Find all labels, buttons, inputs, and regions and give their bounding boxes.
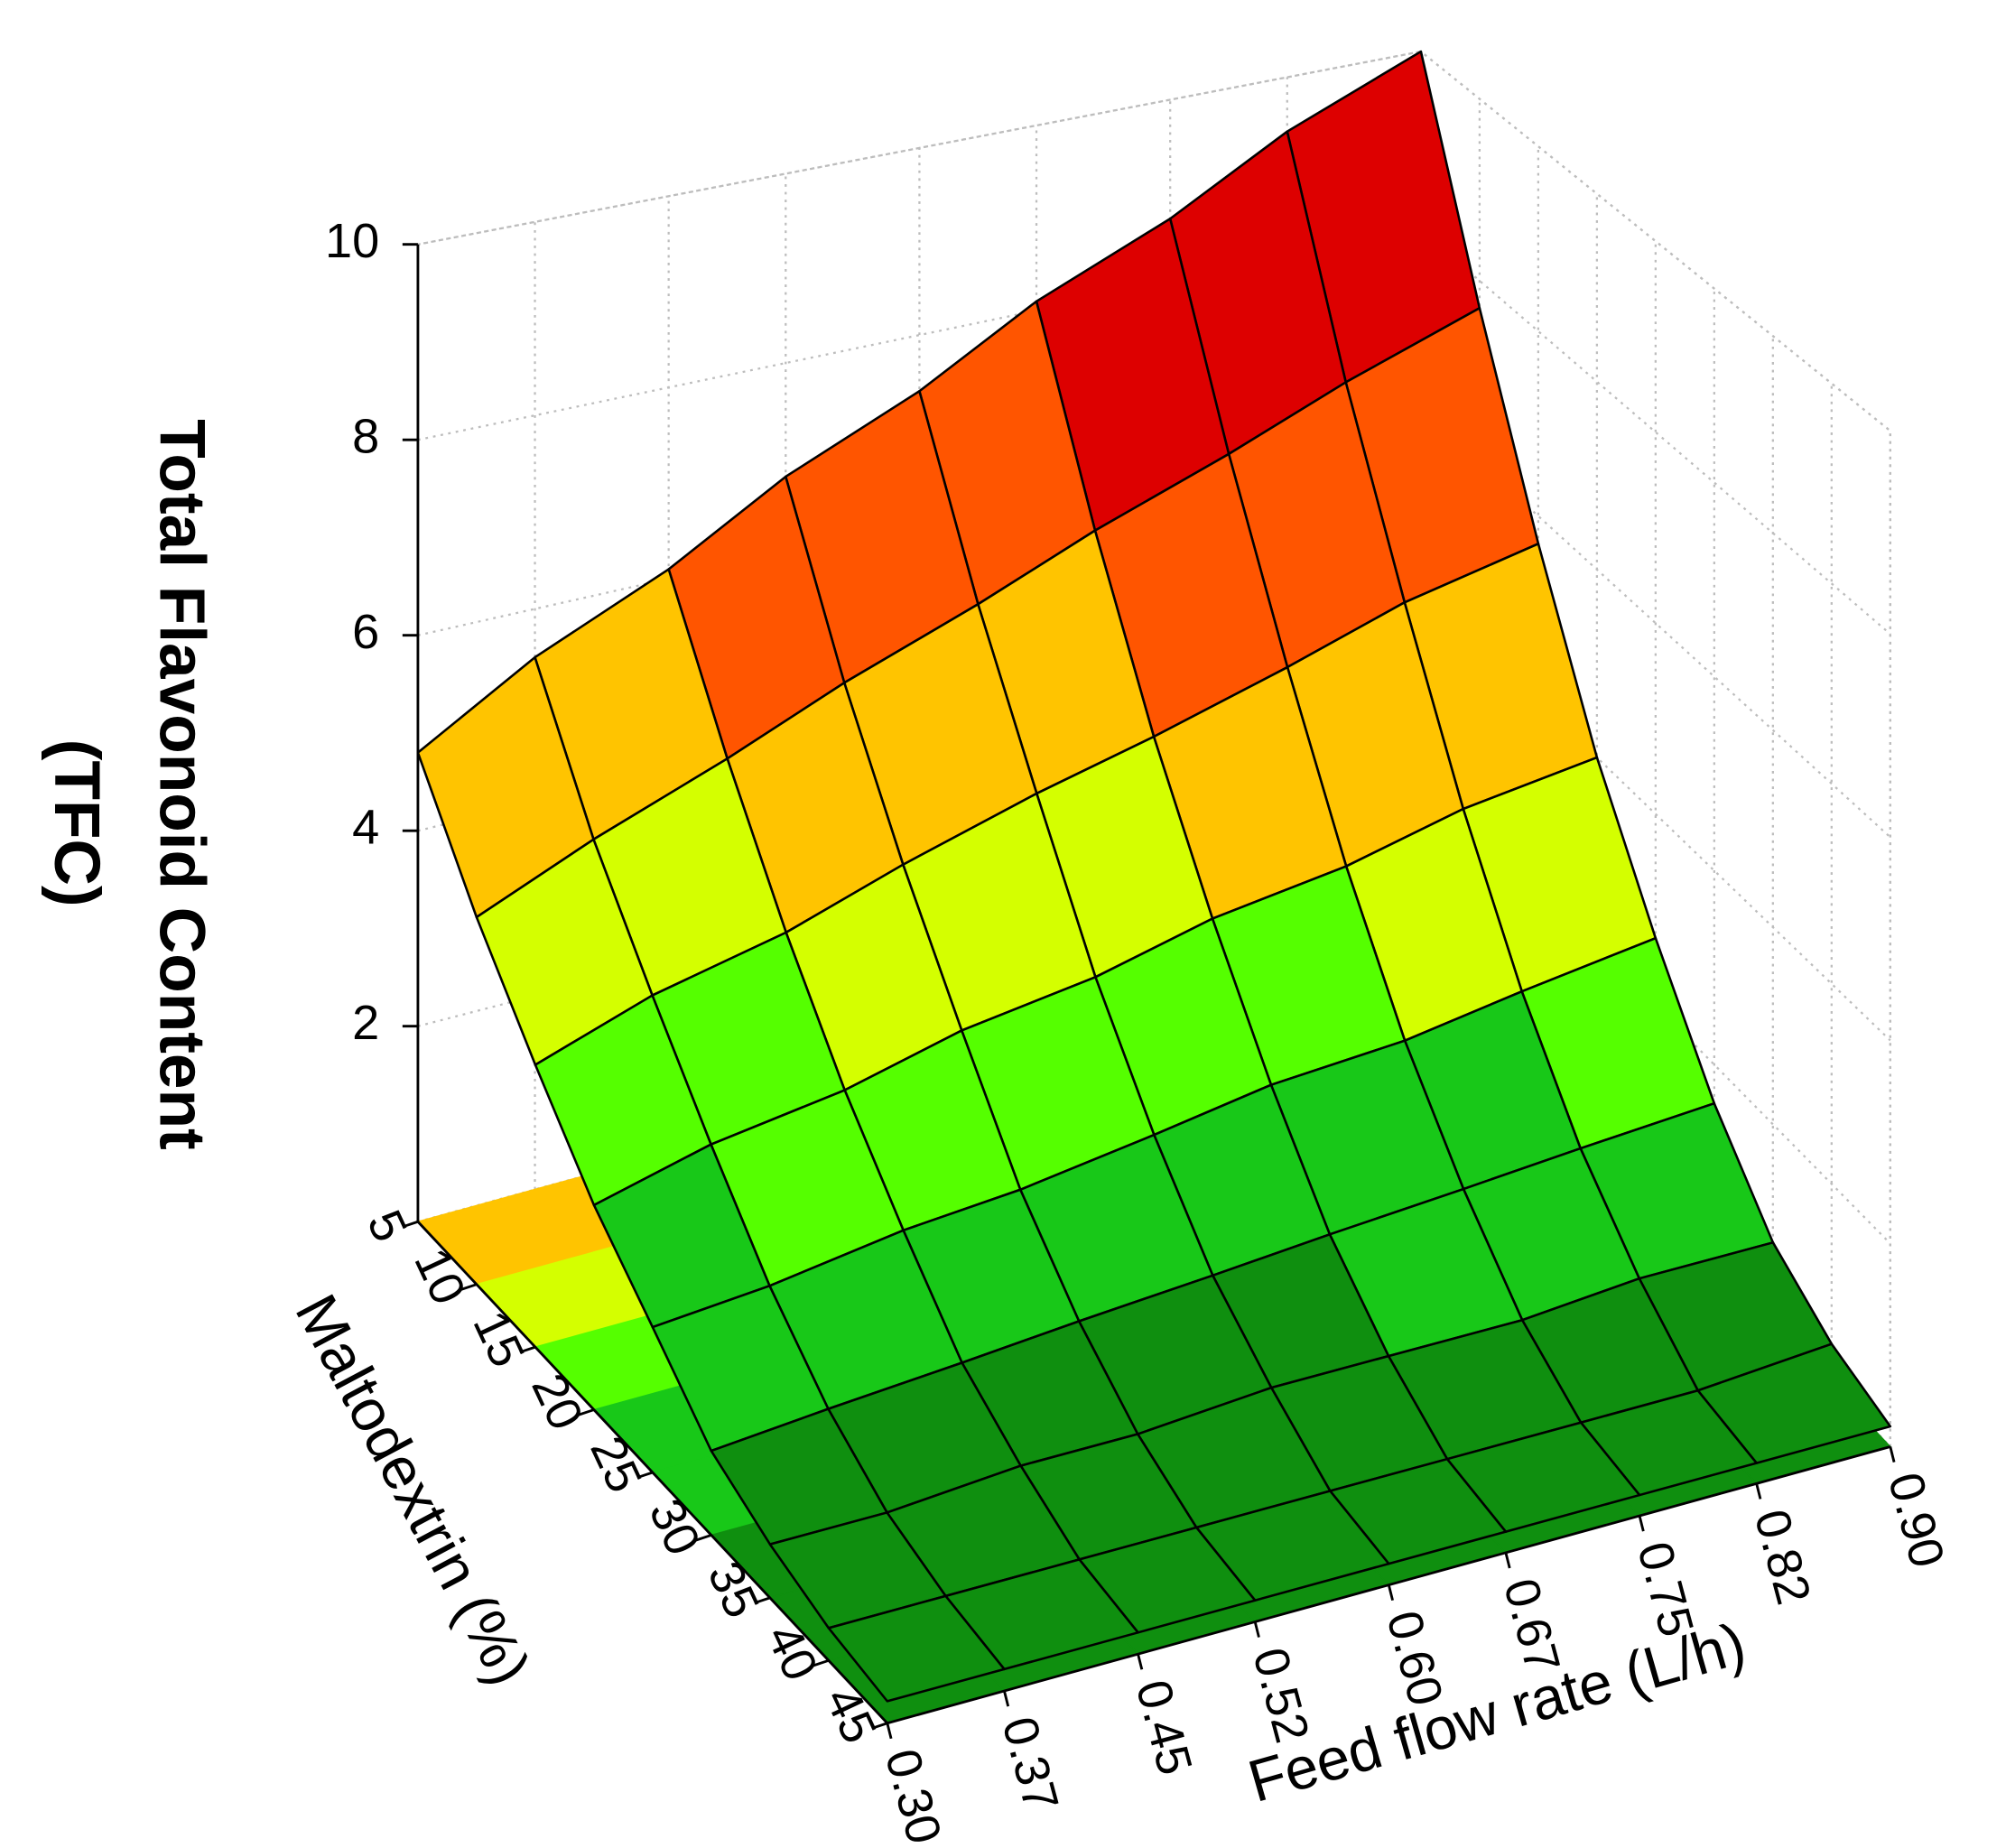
z-tick-label: 4	[352, 801, 379, 855]
x-tick	[1137, 1653, 1144, 1670]
z-tick-label: 8	[352, 410, 379, 464]
z-axis-title: Total Flavonoid Content	[146, 419, 218, 1150]
z-tick-label: 2	[352, 996, 379, 1050]
surface-cell	[827, 1594, 1006, 1703]
z-axis-title: (TFC)	[41, 739, 112, 907]
z-tick-label: 10	[325, 214, 379, 268]
y-tick	[636, 1471, 654, 1480]
y-tick	[578, 1408, 595, 1416]
x-tick	[1003, 1690, 1010, 1707]
y-tick	[813, 1658, 830, 1667]
x-tick	[1253, 1621, 1260, 1638]
x-tick	[1638, 1515, 1645, 1532]
y-tick	[871, 1722, 888, 1730]
grid-line	[417, 586, 1891, 1042]
x-tick	[886, 1723, 893, 1740]
grid-line	[417, 50, 1891, 432]
x-tick	[1889, 1446, 1896, 1463]
x-tick	[1387, 1584, 1394, 1602]
grid-line	[417, 228, 1891, 636]
y-tick	[754, 1596, 771, 1604]
z-tick-label: 6	[352, 605, 379, 659]
y-tick	[460, 1283, 478, 1291]
x-tick	[1755, 1482, 1762, 1500]
y-tick	[519, 1345, 536, 1354]
x-tick	[1504, 1552, 1511, 1569]
y-tick	[695, 1534, 712, 1542]
y-tick	[402, 1220, 419, 1229]
